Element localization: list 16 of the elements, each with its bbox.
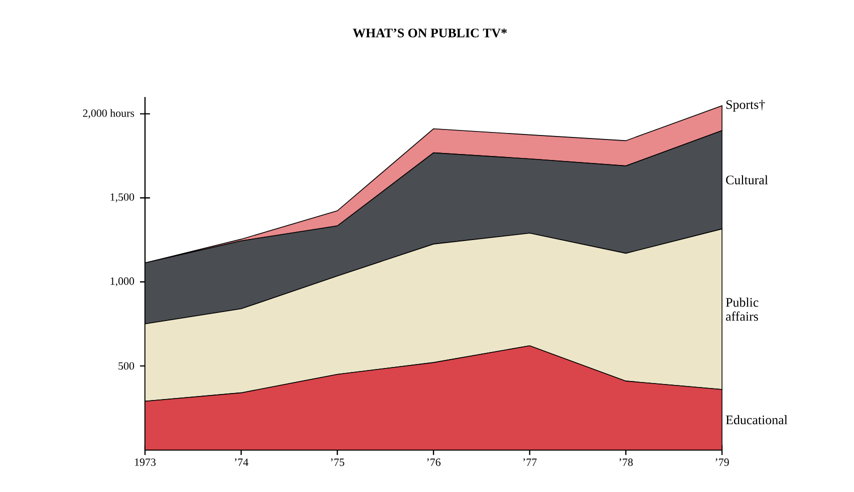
x-tick-label: ’78 <box>619 458 633 466</box>
x-tick-label: 1973 <box>134 458 156 466</box>
y-tick-label: 500 <box>118 362 134 370</box>
series-label: Cultural <box>726 175 768 184</box>
x-tick-label: ’75 <box>330 458 344 466</box>
series-label: Educational <box>726 415 788 424</box>
x-tick-label: ’76 <box>427 458 441 466</box>
chart-title: WHAT’S ON PUBLIC TV* <box>352 28 507 38</box>
x-tick-label: ’77 <box>523 458 537 466</box>
x-tick-label: ’79 <box>716 458 729 466</box>
y-tick-label: 2,000 hours <box>83 109 134 118</box>
x-tick-label: ’74 <box>234 458 248 466</box>
series-label: Public affairs <box>726 298 758 321</box>
y-tick-label: 1,000 <box>110 277 134 286</box>
series-label: Sports† <box>726 100 765 112</box>
y-tick-label: 1,500 <box>110 193 134 202</box>
